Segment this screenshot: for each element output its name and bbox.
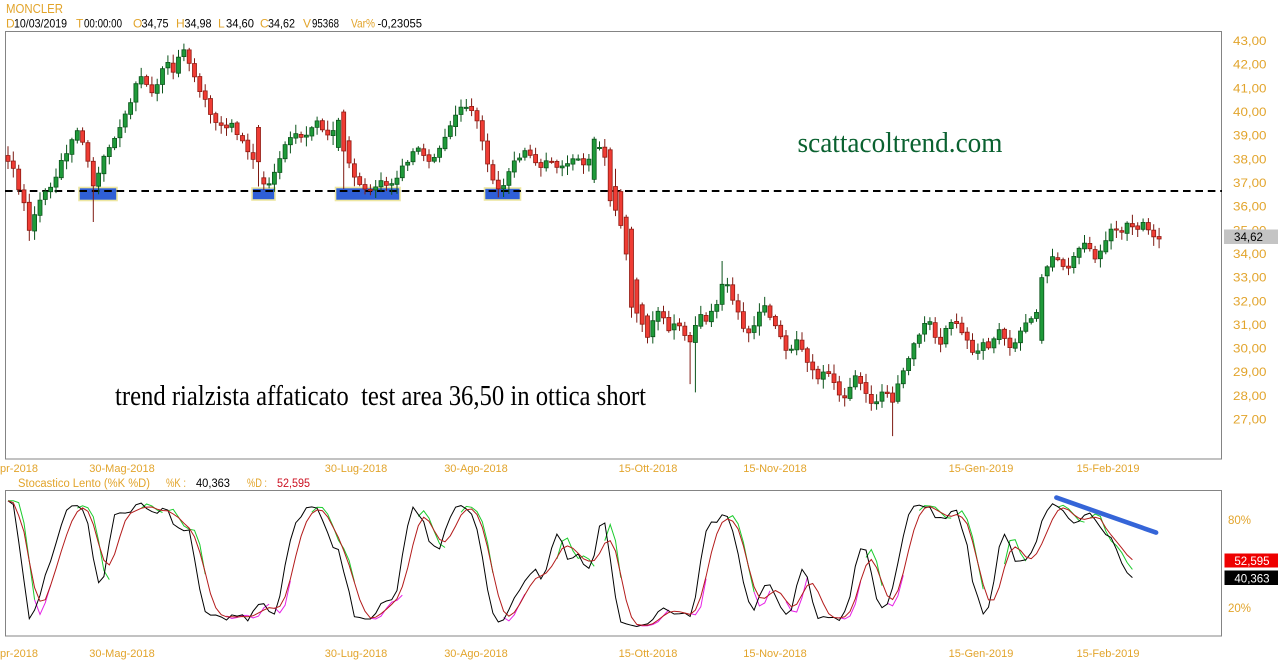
svg-text:42,00: 42,00 (1233, 60, 1267, 72)
svg-text:37,00: 37,00 (1233, 178, 1267, 190)
svg-text:39,00: 39,00 (1233, 131, 1267, 143)
svg-text:34,60: 34,60 (226, 17, 254, 31)
svg-text:15-Nov-2018: 15-Nov-2018 (743, 648, 807, 660)
svg-text:L: L (218, 17, 225, 31)
svg-text:32,00: 32,00 (1233, 296, 1267, 308)
svg-text:H: H (176, 17, 185, 31)
svg-text:30-Lug-2018: 30-Lug-2018 (325, 463, 387, 475)
svg-text:30,00: 30,00 (1233, 344, 1267, 356)
svg-text:30-Lug-2018: 30-Lug-2018 (325, 648, 387, 660)
svg-text:30-Mag-2018: 30-Mag-2018 (89, 463, 154, 475)
svg-text:00:00:00: 00:00:00 (84, 17, 122, 31)
svg-text:34,00: 34,00 (1233, 249, 1267, 261)
svg-text:34,75: 34,75 (142, 17, 169, 31)
svg-text:40,363: 40,363 (1234, 573, 1269, 585)
svg-text:95368: 95368 (312, 17, 339, 31)
svg-text:C: C (260, 17, 269, 31)
svg-text:27,00: 27,00 (1233, 415, 1267, 427)
svg-text:34,98: 34,98 (185, 17, 212, 31)
svg-text:pr-2018: pr-2018 (0, 648, 38, 660)
svg-text:15-Nov-2018: 15-Nov-2018 (743, 463, 807, 475)
svg-text:V: V (303, 17, 311, 31)
svg-text:15-Gen-2019: 15-Gen-2019 (949, 648, 1014, 660)
svg-text:Stocastico Lento (%K %D): Stocastico Lento (%K %D) (18, 478, 150, 490)
svg-text:28,00: 28,00 (1233, 391, 1267, 403)
svg-text:31,00: 31,00 (1233, 320, 1267, 332)
svg-text:34,62: 34,62 (1234, 232, 1263, 244)
svg-text:15-Feb-2019: 15-Feb-2019 (1077, 648, 1140, 660)
svg-text:41,00: 41,00 (1233, 83, 1267, 95)
svg-text:scattacoltrend.com: scattacoltrend.com (798, 127, 1003, 159)
svg-text:38,00: 38,00 (1233, 154, 1267, 166)
svg-text:40,363: 40,363 (196, 478, 230, 490)
svg-text:MONCLER: MONCLER (6, 1, 63, 16)
svg-text:%D :: %D : (247, 478, 267, 490)
svg-text:36,00: 36,00 (1233, 202, 1267, 214)
svg-text:%K :: %K : (166, 478, 186, 490)
svg-text:trend rialzista affaticato te: trend rialzista affaticato test area 36,… (115, 380, 646, 412)
svg-text:pr-2018: pr-2018 (0, 463, 38, 475)
svg-text:O: O (133, 17, 142, 31)
svg-text:10/03/2019: 10/03/2019 (14, 17, 67, 31)
svg-text:40,00: 40,00 (1233, 107, 1267, 119)
svg-text:30-Ago-2018: 30-Ago-2018 (444, 463, 508, 475)
svg-text:52,595: 52,595 (1234, 556, 1269, 568)
svg-text:15-Gen-2019: 15-Gen-2019 (949, 463, 1014, 475)
svg-text:80%: 80% (1228, 515, 1251, 527)
svg-text:15-Feb-2019: 15-Feb-2019 (1077, 463, 1140, 475)
svg-text:43,00: 43,00 (1233, 36, 1267, 48)
svg-text:-0,23055: -0,23055 (378, 17, 423, 31)
svg-text:T: T (76, 17, 84, 31)
svg-text:D: D (6, 17, 15, 31)
svg-text:29,00: 29,00 (1233, 367, 1267, 379)
svg-text:15-Ott-2018: 15-Ott-2018 (619, 463, 678, 475)
svg-text:30-Ago-2018: 30-Ago-2018 (444, 648, 508, 660)
svg-text:Var%: Var% (351, 17, 375, 31)
svg-text:52,595: 52,595 (277, 478, 310, 490)
svg-text:15-Ott-2018: 15-Ott-2018 (619, 648, 678, 660)
svg-text:33,00: 33,00 (1233, 273, 1267, 285)
svg-text:30-Mag-2018: 30-Mag-2018 (89, 648, 154, 660)
svg-text:34,62: 34,62 (268, 17, 295, 31)
svg-text:20%: 20% (1228, 603, 1251, 615)
